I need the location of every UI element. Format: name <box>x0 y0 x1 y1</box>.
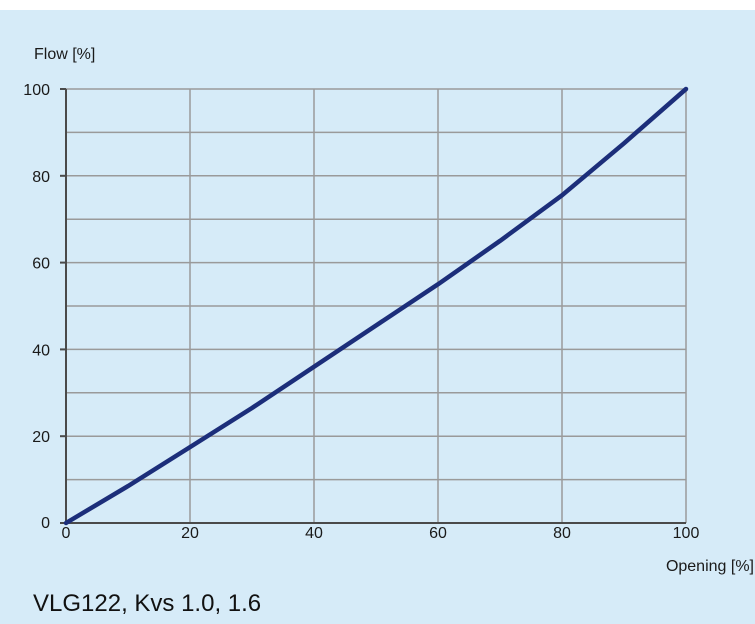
x-tick-label-100: 100 <box>673 525 700 542</box>
y-tick-label-80: 80 <box>32 169 50 186</box>
y-tick-label-0: 0 <box>41 515 50 532</box>
x-axis-title: Opening [%] <box>666 558 754 575</box>
y-tick-label-40: 40 <box>32 342 50 359</box>
y-axis-title: Flow [%] <box>34 46 95 63</box>
y-tick-label-60: 60 <box>32 256 50 273</box>
y-tick-label-100: 100 <box>23 82 50 99</box>
x-tick-label-20: 20 <box>181 525 199 542</box>
x-tick-label-40: 40 <box>305 525 323 542</box>
y-tick-label-20: 20 <box>32 429 50 446</box>
x-tick-label-0: 0 <box>62 525 71 542</box>
chart-caption: VLG122, Kvs 1.0, 1.6 <box>33 590 261 618</box>
x-tick-label-80: 80 <box>553 525 571 542</box>
x-tick-label-60: 60 <box>429 525 447 542</box>
